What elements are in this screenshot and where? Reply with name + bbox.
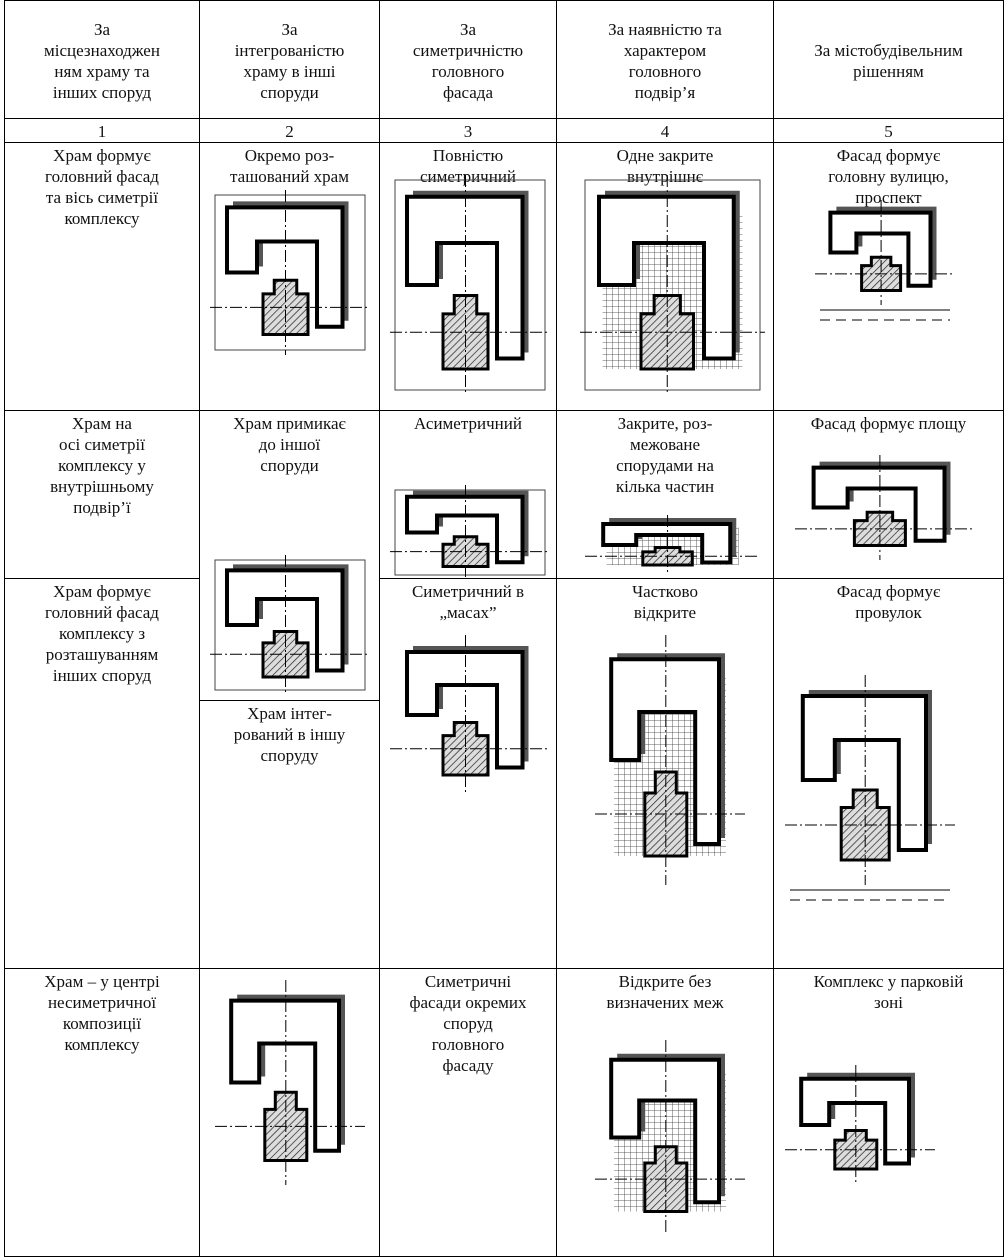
table-cell: Фасад формує головну вулицю, проспект [773,142,1004,411]
sketch [811,465,947,543]
table-cell: Закрите, роз- межоване спорудами на кіль… [556,410,774,579]
column-header: За місцезнаходжен ням храму та інших спо… [4,0,200,119]
sketch [800,694,928,852]
table-cell: Храм формує головний фасад та вісь симет… [4,142,200,411]
sketch [394,489,546,576]
sketch [214,194,366,351]
column-header: За містобудівельним рішенням [773,0,1004,119]
sketch [609,1057,721,1205]
sketch [799,1076,911,1166]
column-header: За наявністю та характером головного под… [556,0,774,119]
sketch [584,179,761,391]
sketch [828,210,933,288]
sketch [405,650,525,770]
sketch [601,522,733,565]
sketch [609,657,721,846]
sketch [394,179,546,391]
sketch [214,559,366,691]
sketch [225,568,345,673]
table-cell: Фасад формує площу [773,410,1004,579]
sketch [225,205,345,329]
table-cell: Храм формує головний фасад комплексу з р… [4,578,200,969]
sketch [405,494,525,565]
sketch [405,194,525,361]
sketch [597,194,736,361]
table-cell: Фасад формує провулок [773,578,1004,969]
sketch [229,998,341,1153]
table-cell: Повністю симетричний [379,142,557,411]
column-header: За симетричністю головного фасада [379,0,557,119]
table-cell: Комплекс у парковій зоні [773,968,1004,1257]
